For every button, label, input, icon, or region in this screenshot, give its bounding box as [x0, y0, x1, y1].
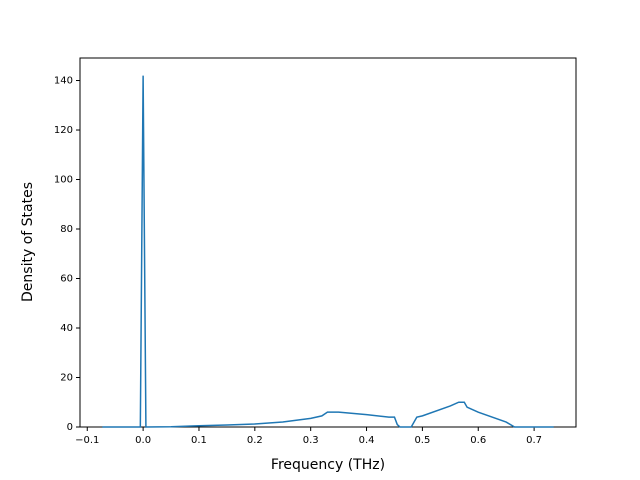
x-tick-label: 0.4	[359, 435, 375, 446]
y-axis-title: Density of States	[20, 182, 36, 302]
x-tick-label: 0.6	[470, 435, 486, 446]
x-tick-label: 0.1	[191, 435, 207, 446]
y-tick-label: 0	[67, 422, 73, 433]
x-tick-label: 0.5	[414, 435, 430, 446]
x-tick-label: −0.1	[75, 435, 99, 446]
y-tick-label: 40	[60, 323, 73, 334]
x-tick-label: 0.7	[526, 435, 542, 446]
y-tick-label: 80	[60, 224, 73, 235]
y-tick-label: 60	[60, 274, 73, 285]
y-tick-label: 120	[54, 125, 73, 136]
x-tick-label: 0.2	[247, 435, 263, 446]
y-tick-label: 20	[60, 373, 73, 384]
x-tick-label: 0.3	[303, 435, 319, 446]
x-axis-title: Frequency (THz)	[271, 457, 385, 473]
y-tick-label: 100	[54, 175, 73, 186]
data-line	[102, 75, 554, 428]
plot-frame	[79, 57, 577, 428]
y-tick-label: 140	[54, 76, 73, 87]
x-tick-label: 0.0	[135, 435, 151, 446]
